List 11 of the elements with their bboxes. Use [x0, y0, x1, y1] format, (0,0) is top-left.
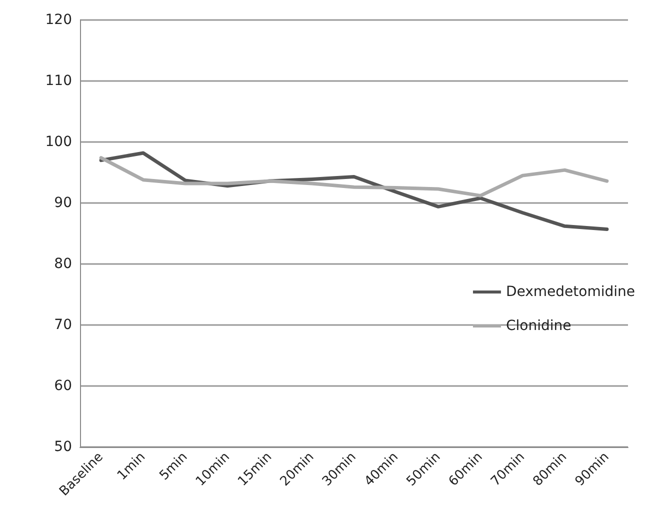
legend-label: Clonidine — [506, 318, 572, 334]
y-tick-label: 50 — [54, 439, 72, 455]
y-tick-label: 70 — [54, 317, 72, 333]
y-tick-label: 110 — [45, 73, 72, 89]
legend-label: Dexmedetomidine — [506, 284, 636, 300]
y-tick-label: 120 — [45, 12, 72, 28]
line-series — [99, 156, 609, 198]
y-tick-label: 100 — [45, 134, 72, 150]
y-tick-label: 90 — [54, 195, 72, 211]
y-tick-label: 60 — [54, 378, 72, 394]
y-tick-label: 80 — [54, 256, 72, 272]
